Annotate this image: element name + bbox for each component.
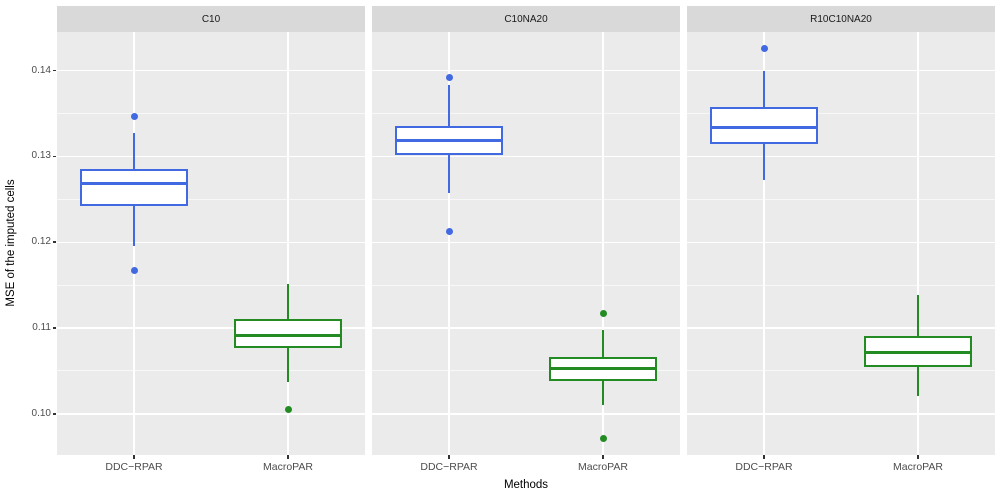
median-line — [234, 334, 342, 338]
median-line — [710, 125, 818, 129]
gridline-x — [448, 32, 450, 455]
gridline-major-y — [57, 155, 365, 158]
median-line — [549, 366, 657, 370]
box-whisker-upper — [448, 85, 450, 127]
outlier-dot — [130, 267, 138, 275]
x-axis-title: Methods — [503, 479, 549, 491]
x-tick-label: MacroPAR — [263, 461, 313, 473]
gridline-major-y — [57, 69, 365, 72]
y-tick-label: 0.10 — [31, 407, 51, 419]
x-tick-label: DDC−RPAR — [105, 461, 163, 473]
gridline-x — [763, 32, 765, 455]
box-whisker-lower — [133, 206, 135, 246]
gridline-minor-y — [687, 113, 995, 114]
boxplot-box — [80, 169, 188, 207]
gridline-minor-y — [57, 198, 365, 200]
y-tick-mark — [53, 413, 56, 415]
gridline-major-y — [57, 413, 365, 415]
gridline-major-y — [57, 241, 365, 243]
median-line — [395, 138, 503, 142]
gridline-x — [602, 32, 604, 455]
x-tick-mark — [448, 455, 450, 459]
outlier-dot — [599, 435, 607, 443]
outlier-dot — [130, 112, 138, 120]
facet-panels-container: C10 C10NA20 R10C10NA20 — [57, 6, 995, 455]
x-tick-mark — [763, 455, 765, 459]
facet-strip-label: C10NA20 — [504, 13, 548, 25]
gridline-major-y — [687, 155, 995, 158]
facet-strip: C10 — [57, 6, 365, 32]
boxplot-box — [234, 319, 342, 348]
gridline-major-y — [372, 69, 680, 72]
box-whisker-lower — [917, 366, 919, 396]
gridline-minor-y — [687, 284, 995, 286]
y-tick-mark — [53, 327, 56, 329]
gridline-major-y — [687, 69, 995, 72]
gridline-minor-y — [372, 370, 680, 372]
outlier-dot — [445, 227, 453, 235]
x-tick-label: MacroPAR — [893, 461, 943, 473]
y-tick-mark — [53, 241, 56, 243]
box-whisker-upper — [287, 284, 289, 320]
facet-strip: R10C10NA20 — [687, 6, 995, 32]
x-tick-mark — [287, 455, 289, 459]
box-whisker-upper — [763, 70, 765, 107]
gridline-minor-y — [57, 113, 365, 114]
box-whisker-upper — [917, 294, 919, 336]
outlier-dot — [760, 44, 768, 52]
gridline-major-y — [372, 241, 680, 243]
facet-c10: C10 — [57, 6, 365, 455]
y-tick-label: 0.13 — [31, 150, 51, 162]
gridline-minor-y — [372, 284, 680, 286]
gridline-x — [287, 32, 289, 455]
y-tick-label: 0.14 — [31, 64, 51, 76]
gridline-major-y — [687, 413, 995, 415]
boxplot-box — [710, 106, 818, 144]
facet-strip: C10NA20 — [372, 6, 680, 32]
x-tick-label: MacroPAR — [578, 461, 628, 473]
outlier-dot — [599, 309, 607, 317]
gridline-major-y — [687, 327, 995, 329]
plot-panel — [57, 32, 365, 455]
gridline-major-y — [57, 327, 365, 329]
y-tick-label: 0.11 — [32, 322, 51, 333]
box-whisker-lower — [602, 381, 604, 406]
gridline-minor-y — [57, 284, 365, 286]
median-line — [80, 181, 188, 185]
outlier-dot — [445, 73, 453, 81]
box-whisker-lower — [448, 154, 450, 194]
gridline-major-y — [372, 327, 680, 329]
x-tick-label: DDC−RPAR — [735, 461, 793, 473]
plot-panel — [372, 32, 680, 455]
facet-strip-label: R10C10NA20 — [810, 13, 872, 25]
facet-r10c10na20: R10C10NA20 — [687, 6, 995, 455]
gridline-x — [917, 32, 919, 455]
box-whisker-upper — [602, 329, 604, 358]
facet-strip-label: C10 — [201, 13, 221, 25]
gridline-minor-y — [57, 370, 365, 372]
gridline-minor-y — [372, 113, 680, 114]
boxplot-box — [864, 335, 972, 367]
outlier-dot — [284, 406, 292, 414]
box-whisker-upper — [133, 133, 135, 170]
gridline-minor-y — [372, 198, 680, 200]
median-line — [864, 351, 972, 355]
x-tick-mark — [133, 455, 135, 459]
facet-c10na20: C10NA20 — [372, 6, 680, 455]
gridline-major-y — [372, 413, 680, 415]
box-whisker-lower — [287, 347, 289, 383]
x-tick-mark — [917, 455, 919, 459]
gridline-major-y — [372, 155, 680, 158]
plot-panel — [687, 32, 995, 455]
gridline-minor-y — [687, 198, 995, 200]
gridline-minor-y — [687, 370, 995, 372]
y-tick-mark — [53, 69, 56, 72]
x-tick-mark — [602, 455, 604, 459]
box-whisker-lower — [763, 143, 765, 181]
y-tick-label: 0.12 — [31, 236, 51, 248]
x-tick-label: DDC−RPAR — [420, 461, 478, 473]
gridline-major-y — [687, 241, 995, 243]
y-tick-mark — [53, 155, 56, 158]
